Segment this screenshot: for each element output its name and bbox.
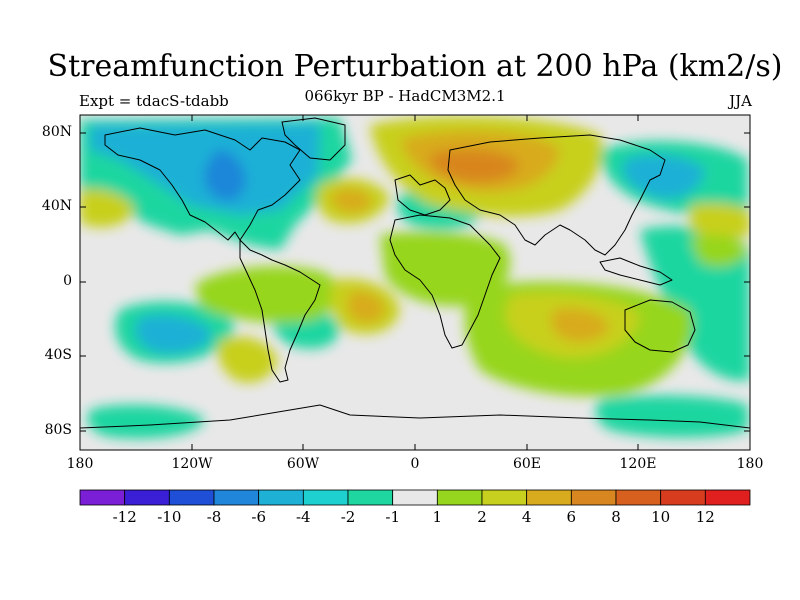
colorbar-label: -8 xyxy=(206,508,222,526)
lon-label-60w: 60W xyxy=(286,456,320,472)
lat-label-80n: 80N xyxy=(41,124,72,140)
season-label: JJA xyxy=(729,92,752,110)
colorbar-label: 2 xyxy=(477,508,487,526)
chart-title: Streamfunction Perturbation at 200 hPa (… xyxy=(47,49,783,84)
coast-antarctica xyxy=(80,404,750,429)
colorbar-label: -2 xyxy=(340,508,356,526)
contour-neg-northpacific-core xyxy=(622,154,705,199)
contour-pos-africa xyxy=(380,231,511,306)
contour-neg-southpacific-core xyxy=(135,314,212,354)
colorbar-swatch xyxy=(660,489,706,506)
colorbar-swatch xyxy=(481,489,528,506)
colorbar xyxy=(79,489,751,506)
axis-ticks xyxy=(80,115,750,450)
lon-label-180w: 180 xyxy=(66,456,94,472)
colorbar-label: -12 xyxy=(112,508,137,526)
contour-neg-canada-core xyxy=(204,149,246,201)
contour-neg-northamerica-core xyxy=(90,123,320,215)
lat-label-80s: 80S xyxy=(44,422,72,438)
colorbar-swatch xyxy=(436,489,483,506)
coast-north-america xyxy=(104,127,301,241)
contour-field xyxy=(80,115,750,450)
coast-maritime-continent xyxy=(599,257,673,286)
contour-pos-indianocean-core xyxy=(550,308,610,342)
colorbar-label: -1 xyxy=(385,508,400,526)
contour-pos-tropicalpacific xyxy=(690,234,748,267)
contour-neg-southernocean xyxy=(87,404,205,439)
colorbar-swatch xyxy=(124,489,170,506)
contour-pos-eurasia-core xyxy=(429,149,520,183)
colorbar-label: 12 xyxy=(695,508,715,526)
contour-neg-southernocean-east xyxy=(595,395,748,438)
colorbar-label: 6 xyxy=(566,508,577,526)
colorbar-swatch xyxy=(258,489,304,506)
lon-label-180e: 180 xyxy=(736,456,764,472)
colorbar-swatch xyxy=(347,489,394,506)
experiment-label: Expt = tdacS-tdabb xyxy=(79,92,229,110)
colorbar-label: -10 xyxy=(157,508,182,526)
lon-label-120e: 120E xyxy=(619,456,657,472)
coast-africa xyxy=(389,214,501,349)
contour-pos-northatlantic-core xyxy=(331,188,372,213)
colorbar-swatch xyxy=(302,489,349,506)
coast-europe xyxy=(394,174,451,216)
lon-label-0: 0 xyxy=(410,456,420,472)
lon-label-60e: 60E xyxy=(512,456,542,472)
coast-australia xyxy=(624,299,696,353)
colorbar-swatch xyxy=(79,489,126,506)
contour-pos-pacific-west-edge xyxy=(80,188,135,228)
contour-pos-southamerica xyxy=(195,266,336,323)
contour-pos-southeastpacific xyxy=(217,336,278,383)
contour-pos-southatlantic-core xyxy=(347,291,385,323)
coast-greenland xyxy=(281,117,346,161)
colorbar-label: -6 xyxy=(251,508,266,526)
colorbar-label: 10 xyxy=(651,508,671,526)
colorbar-label: 8 xyxy=(611,508,621,526)
contour-pos-pacific-east-edge xyxy=(690,202,750,240)
colorbar-swatch xyxy=(615,489,662,506)
colorbar-swatch xyxy=(704,489,751,506)
lon-label-120w: 120W xyxy=(171,456,213,472)
coastlines xyxy=(80,117,750,429)
colorbar-label: 4 xyxy=(521,508,532,526)
coast-south-america xyxy=(239,239,321,383)
colorbar-swatch xyxy=(392,489,438,506)
lat-label-40n: 40N xyxy=(41,198,72,214)
colorbar-swatch xyxy=(213,489,260,506)
period-model-label: 066kyr BP - HadCM3M2.1 xyxy=(304,87,506,105)
lat-label-0: 0 xyxy=(63,273,72,289)
colorbar-swatch xyxy=(570,489,617,506)
coast-asia xyxy=(447,134,666,256)
colorbar-swatch xyxy=(526,489,572,506)
colorbar-label: -4 xyxy=(295,508,311,526)
lat-label-40s: 40S xyxy=(44,347,72,363)
colorbar-label: 1 xyxy=(432,508,443,526)
colorbar-swatch xyxy=(168,489,215,506)
